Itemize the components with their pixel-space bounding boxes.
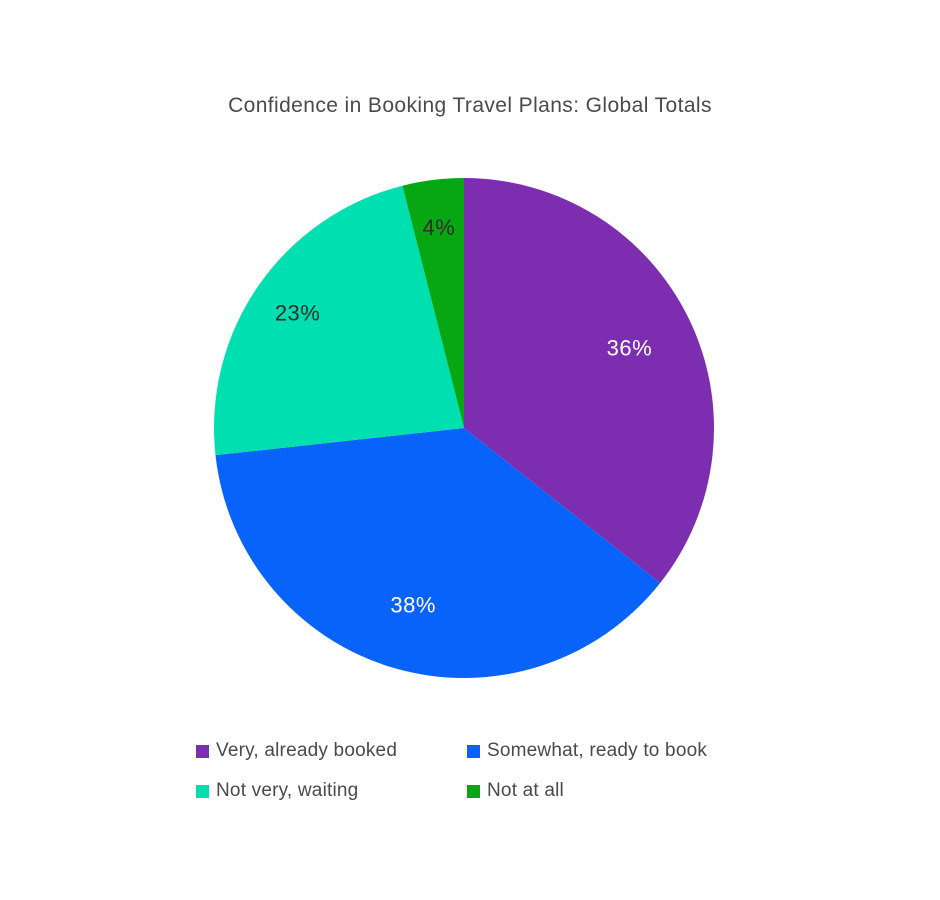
pie-slice-2	[215, 428, 661, 678]
slice-label-4: 4%	[423, 215, 456, 240]
pie-slice-4	[402, 178, 464, 428]
legend-label: Not very, waiting	[216, 780, 359, 801]
slice-label-2: 38%	[390, 592, 436, 617]
slice-label-3: 23%	[275, 300, 321, 325]
pie-slice-3	[214, 185, 464, 456]
legend-item-somewhat-ready-to-book: Somewhat, ready to book	[467, 740, 707, 762]
legend: Very, already booked Somewhat, ready to …	[196, 740, 707, 802]
chart-title: Confidence in Booking Travel Plans: Glob…	[228, 94, 712, 117]
legend-item-not-at-all: Not at all	[467, 780, 707, 802]
legend-swatch-icon	[467, 784, 480, 798]
pie-chart: 36% 38% 23% 4%	[214, 178, 714, 678]
legend-item-very-already-booked: Very, already booked	[196, 740, 467, 762]
legend-label: Very, already booked	[216, 740, 398, 761]
legend-swatch-icon	[196, 744, 209, 758]
legend-swatch-icon	[196, 784, 209, 798]
legend-swatch-icon	[467, 744, 480, 758]
legend-label: Somewhat, ready to book	[487, 740, 708, 761]
legend-item-not-very-waiting: Not very, waiting	[196, 780, 467, 802]
legend-label: Not at all	[487, 780, 564, 801]
slice-label-1: 36%	[607, 336, 653, 361]
pie-slice-1	[464, 178, 714, 583]
pie-chart-area: 36% 38% 23% 4%	[214, 178, 714, 678]
